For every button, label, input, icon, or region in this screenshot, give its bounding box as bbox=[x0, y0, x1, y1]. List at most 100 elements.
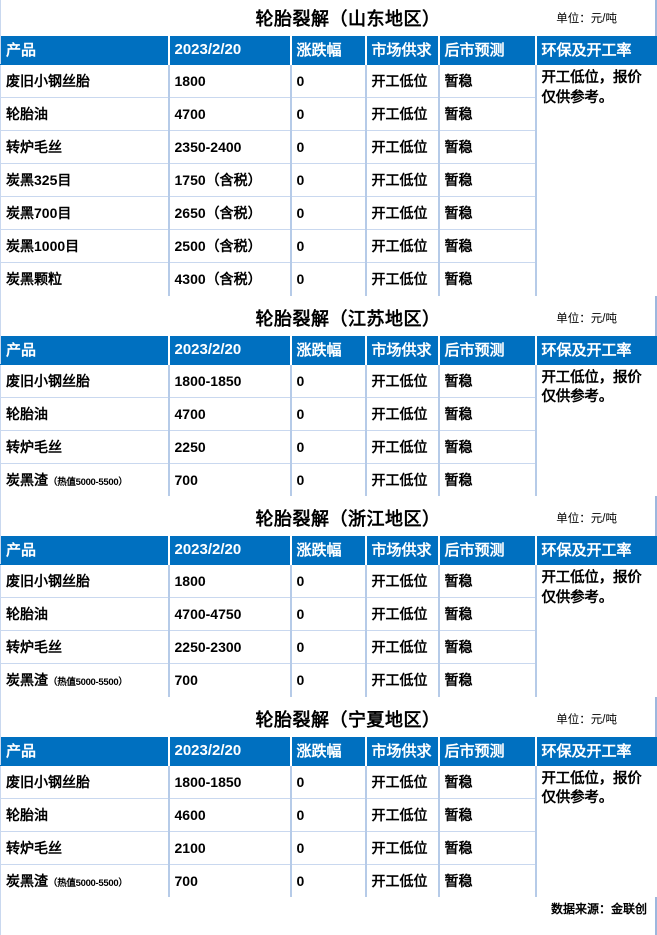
cell-product: 轮胎油 bbox=[1, 397, 169, 430]
footer-row: 数据来源：金联创 bbox=[0, 897, 657, 923]
cell-supply: 开工低位 bbox=[366, 230, 439, 263]
cell-environmental-note: 开工低位，报价仅供参考。 bbox=[536, 765, 657, 897]
cell-price: 2650（含税） bbox=[169, 197, 291, 230]
cell-change: 0 bbox=[291, 430, 366, 463]
cell-change: 0 bbox=[291, 98, 366, 131]
column-header-0: 产品 bbox=[1, 36, 169, 65]
cell-price: 2500（含税） bbox=[169, 230, 291, 263]
cell-price: 1800-1850 bbox=[169, 364, 291, 397]
cell-price: 700 bbox=[169, 864, 291, 897]
cell-change: 0 bbox=[291, 463, 366, 496]
column-header-0: 产品 bbox=[1, 737, 169, 766]
cell-forecast: 暂稳 bbox=[439, 765, 536, 798]
cell-change: 0 bbox=[291, 831, 366, 864]
cell-product: 废旧小钢丝胎 bbox=[1, 65, 169, 98]
section-title-row: 轮胎裂解（江苏地区）单位：元/吨 bbox=[0, 300, 657, 336]
column-header-2: 涨跌幅 bbox=[291, 336, 366, 365]
column-header-1: 2023/2/20 bbox=[169, 737, 291, 766]
cell-product: 炭黑渣（热值5000-5500） bbox=[1, 864, 169, 897]
cell-price: 4600 bbox=[169, 798, 291, 831]
cell-environmental-note: 开工低位，报价仅供参考。 bbox=[536, 565, 657, 697]
cell-change: 0 bbox=[291, 798, 366, 831]
unit-label: 单位：元/吨 bbox=[556, 510, 617, 526]
product-name: 炭黑颗粒 bbox=[6, 271, 62, 287]
cell-forecast: 暂稳 bbox=[439, 397, 536, 430]
cell-product: 炭黑颗粒 bbox=[1, 263, 169, 296]
cell-environmental-note: 开工低位，报价仅供参考。 bbox=[536, 364, 657, 496]
cell-forecast: 暂稳 bbox=[439, 98, 536, 131]
cell-product: 炭黑渣（热值5000-5500） bbox=[1, 664, 169, 697]
section-title-row: 轮胎裂解（宁夏地区）单位：元/吨 bbox=[0, 701, 657, 737]
cell-product: 轮胎油 bbox=[1, 798, 169, 831]
unit-label: 单位：元/吨 bbox=[556, 10, 617, 26]
cell-change: 0 bbox=[291, 131, 366, 164]
cell-forecast: 暂稳 bbox=[439, 631, 536, 664]
cell-product: 转炉毛丝 bbox=[1, 831, 169, 864]
column-header-5: 环保及开工率 bbox=[536, 36, 657, 65]
cell-supply: 开工低位 bbox=[366, 664, 439, 697]
cell-supply: 开工低位 bbox=[366, 798, 439, 831]
product-name: 轮胎油 bbox=[6, 606, 48, 622]
cell-price: 4300（含税） bbox=[169, 263, 291, 296]
cell-forecast: 暂稳 bbox=[439, 565, 536, 598]
column-header-1: 2023/2/20 bbox=[169, 336, 291, 365]
cell-supply: 开工低位 bbox=[366, 397, 439, 430]
cell-supply: 开工低位 bbox=[366, 131, 439, 164]
column-header-3: 市场供求 bbox=[366, 336, 439, 365]
product-name: 废旧小钢丝胎 bbox=[6, 73, 90, 89]
product-name: 炭黑700目 bbox=[6, 205, 71, 221]
column-header-2: 涨跌幅 bbox=[291, 36, 366, 65]
column-header-0: 产品 bbox=[1, 536, 169, 565]
product-name: 轮胎油 bbox=[6, 106, 48, 122]
cell-forecast: 暂稳 bbox=[439, 164, 536, 197]
cell-forecast: 暂稳 bbox=[439, 263, 536, 296]
cell-change: 0 bbox=[291, 765, 366, 798]
cell-product: 炭黑325目 bbox=[1, 164, 169, 197]
cell-forecast: 暂稳 bbox=[439, 864, 536, 897]
product-name: 转炉毛丝 bbox=[6, 439, 62, 455]
cell-supply: 开工低位 bbox=[366, 565, 439, 598]
cell-price: 4700 bbox=[169, 98, 291, 131]
product-name-note: （热值5000-5500） bbox=[48, 878, 128, 889]
cell-forecast: 暂稳 bbox=[439, 831, 536, 864]
cell-environmental-note: 开工低位，报价仅供参考。 bbox=[536, 65, 657, 296]
cell-supply: 开工低位 bbox=[366, 263, 439, 296]
column-header-1: 2023/2/20 bbox=[169, 536, 291, 565]
unit-label: 单位：元/吨 bbox=[556, 310, 617, 326]
cell-supply: 开工低位 bbox=[366, 430, 439, 463]
cell-change: 0 bbox=[291, 263, 366, 296]
cell-forecast: 暂稳 bbox=[439, 364, 536, 397]
cell-change: 0 bbox=[291, 197, 366, 230]
product-name: 转炉毛丝 bbox=[6, 840, 62, 856]
cell-price: 1800-1850 bbox=[169, 765, 291, 798]
product-name: 炭黑渣 bbox=[6, 873, 48, 889]
cell-supply: 开工低位 bbox=[366, 864, 439, 897]
cell-forecast: 暂稳 bbox=[439, 197, 536, 230]
cell-product: 炭黑700目 bbox=[1, 197, 169, 230]
product-name: 炭黑渣 bbox=[6, 472, 48, 488]
cell-forecast: 暂稳 bbox=[439, 131, 536, 164]
cell-price: 1800 bbox=[169, 65, 291, 98]
column-header-4: 后市预测 bbox=[439, 737, 536, 766]
cell-forecast: 暂稳 bbox=[439, 598, 536, 631]
product-name-note: （热值5000-5500） bbox=[48, 477, 128, 488]
cell-price: 2350-2400 bbox=[169, 131, 291, 164]
cell-change: 0 bbox=[291, 164, 366, 197]
column-header-0: 产品 bbox=[1, 336, 169, 365]
column-header-5: 环保及开工率 bbox=[536, 536, 657, 565]
cell-supply: 开工低位 bbox=[366, 65, 439, 98]
product-name: 炭黑1000目 bbox=[6, 238, 79, 254]
column-header-4: 后市预测 bbox=[439, 36, 536, 65]
column-header-5: 环保及开工率 bbox=[536, 737, 657, 766]
product-name: 轮胎油 bbox=[6, 807, 48, 823]
cell-forecast: 暂稳 bbox=[439, 430, 536, 463]
cell-product: 转炉毛丝 bbox=[1, 131, 169, 164]
column-header-3: 市场供求 bbox=[366, 737, 439, 766]
column-header-2: 涨跌幅 bbox=[291, 737, 366, 766]
